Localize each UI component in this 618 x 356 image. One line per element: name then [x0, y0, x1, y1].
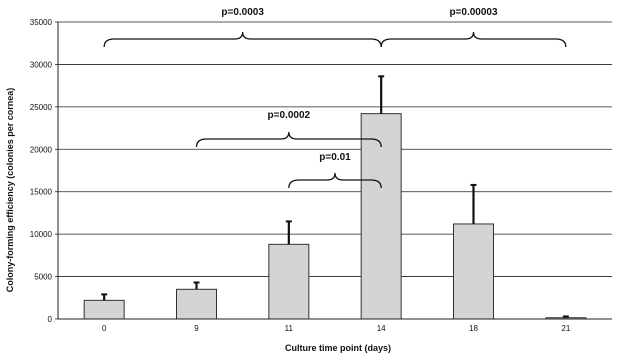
error-bars [101, 75, 569, 318]
x-tick-label: 11 [285, 324, 294, 333]
significance-brace [380, 31, 567, 48]
bar [176, 288, 217, 320]
y-axis-ticks: 0 5000 10000 15000 20000 25000 30000 35000 [30, 18, 58, 324]
y-tick-label: 30000 [30, 60, 53, 69]
bars [83, 113, 587, 320]
bar [453, 223, 494, 320]
y-tick-label: 5000 [34, 273, 52, 282]
y-axis-title: Colony-forming efficiency (colonies per … [5, 88, 15, 293]
p-value-label: p=0.01 [319, 152, 351, 163]
y-tick-label: 20000 [30, 145, 53, 154]
p-value-label: p=0.0003 [221, 7, 264, 18]
bar [268, 243, 310, 320]
y-tick-label: 25000 [30, 103, 53, 112]
gridlines [58, 21, 612, 277]
significance-brace [288, 172, 382, 189]
y-tick-label: 10000 [30, 230, 53, 239]
bar [83, 299, 125, 320]
x-axis-title: Culture time point (days) [285, 343, 391, 353]
significance-brace [195, 131, 382, 148]
p-value-label: p=0.0002 [268, 110, 311, 121]
significance-brace [103, 31, 382, 48]
x-axis-ticks: 0 9 11 14 18 21 [102, 324, 571, 333]
x-tick-label: 18 [469, 324, 478, 333]
x-tick-label: 0 [102, 324, 107, 333]
annotations: p=0.0003 p=0.00003 p=0.0002 p=0.01 [103, 7, 567, 189]
p-value-label: p=0.00003 [449, 7, 498, 18]
y-tick-label: 35000 [30, 18, 53, 27]
x-tick-label: 21 [561, 324, 570, 333]
y-tick-label: 15000 [30, 188, 53, 197]
axes [57, 22, 612, 320]
y-tick-label: 0 [48, 315, 53, 324]
x-tick-label: 9 [194, 324, 199, 333]
bar [360, 113, 402, 320]
x-tick-label: 14 [377, 324, 386, 333]
